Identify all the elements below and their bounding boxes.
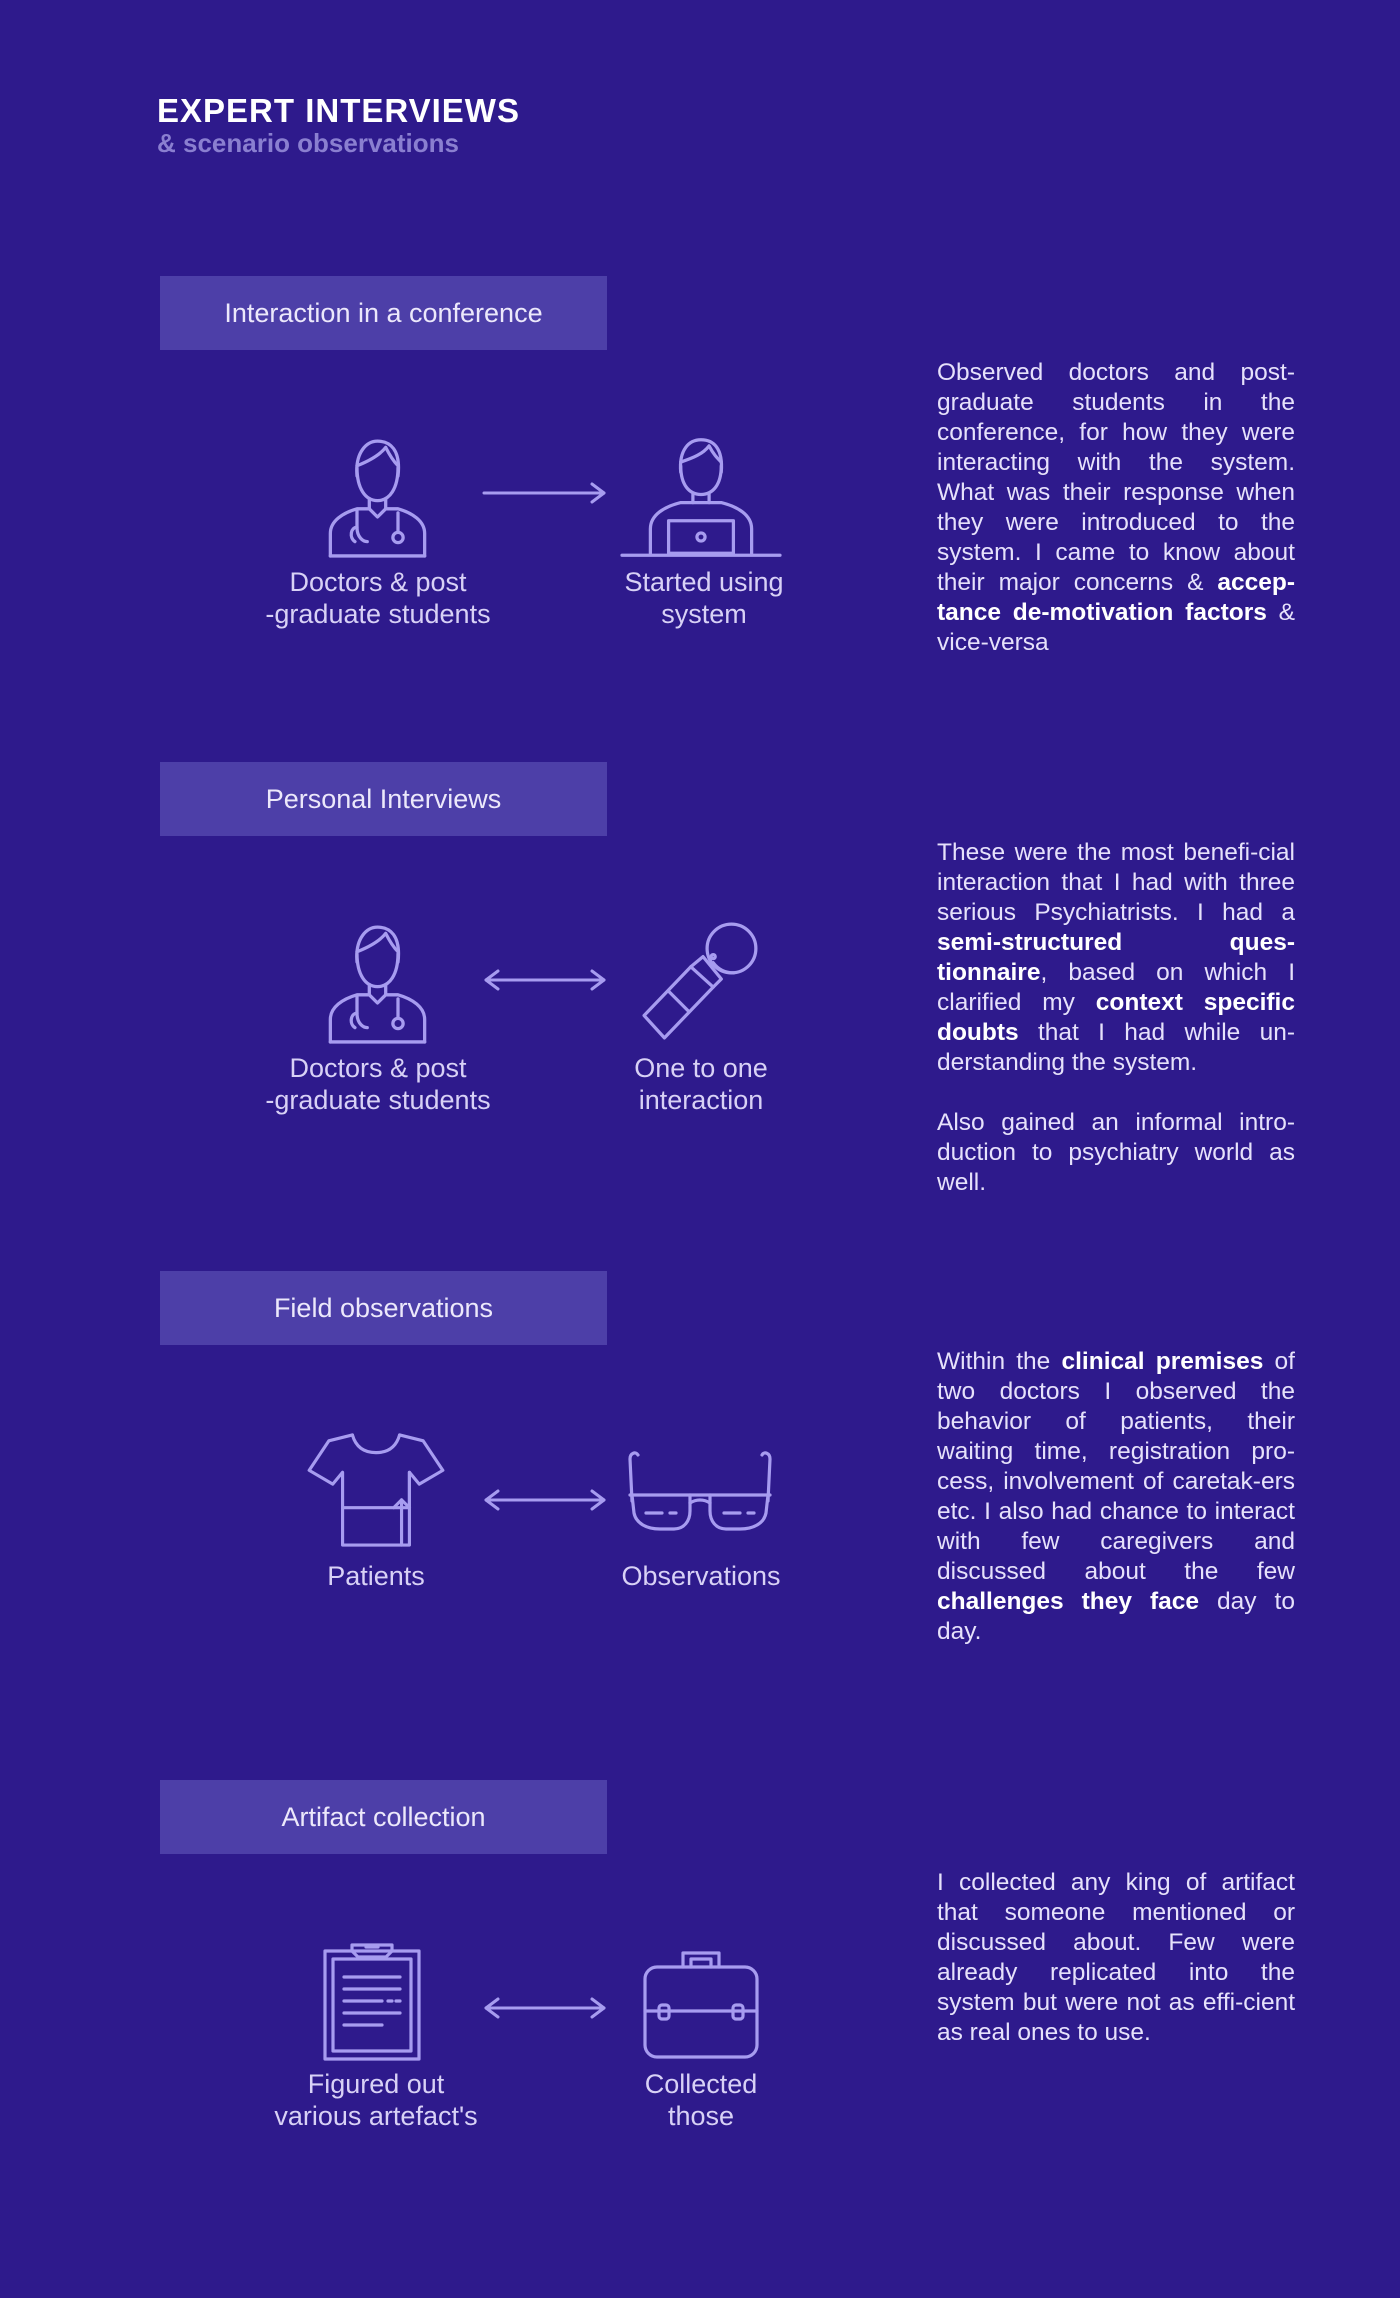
left-icon-label: Patients <box>327 1561 425 1591</box>
left-icon-label: Doctors & post -graduate students <box>265 1053 491 1115</box>
section-description: Within the clinical premises of two doct… <box>937 1348 1295 1645</box>
arrow-right-icon <box>482 482 608 504</box>
arrow-both-icon <box>482 1997 608 2019</box>
right-icon-label: Collected those <box>644 2069 758 2131</box>
section-artifact-collection: Artifact collection Figured out various … <box>0 1780 1400 2220</box>
section-field-observations: Field observations Patients <box>0 1271 1400 1711</box>
briefcase-icon <box>641 1949 761 2061</box>
section-label: Personal Interviews <box>160 762 607 836</box>
shirt-icon <box>307 1431 445 1547</box>
glasses-icon <box>624 1447 776 1535</box>
section-label: Artifact collection <box>160 1780 607 1854</box>
doctor-icon <box>325 435 430 558</box>
arrow-both-icon <box>482 1489 608 1511</box>
doctor-icon <box>325 921 430 1044</box>
right-icon-label: Observations <box>621 1561 781 1591</box>
arrow-both-icon <box>482 969 608 991</box>
left-icon-label: Figured out various artefact's <box>274 2069 478 2131</box>
laptop-user-icon <box>620 435 782 558</box>
left-icon-label: Doctors & post -graduate students <box>265 567 491 629</box>
clipboard-icon <box>322 1943 422 2061</box>
section-conference: Interaction in a conference Doctors & po… <box>0 276 1400 716</box>
microphone-icon <box>637 918 765 1044</box>
section-description: These were the most benefi-cial interact… <box>937 839 1295 1196</box>
page-subtitle: & scenario observations <box>157 128 459 158</box>
right-icon-label: Started using system <box>624 567 784 629</box>
page-title: EXPERT INTERVIEWS <box>157 92 520 129</box>
section-label: Field observations <box>160 1271 607 1345</box>
section-description: Observed doctors and post-graduate stude… <box>937 359 1295 656</box>
right-icon-label: One to one interaction <box>634 1053 768 1115</box>
section-personal-interviews: Personal Interviews Doctors & post -grad… <box>0 762 1400 1202</box>
section-description: I collected any king of artifact that so… <box>937 1869 1295 2046</box>
section-label: Interaction in a conference <box>160 276 607 350</box>
